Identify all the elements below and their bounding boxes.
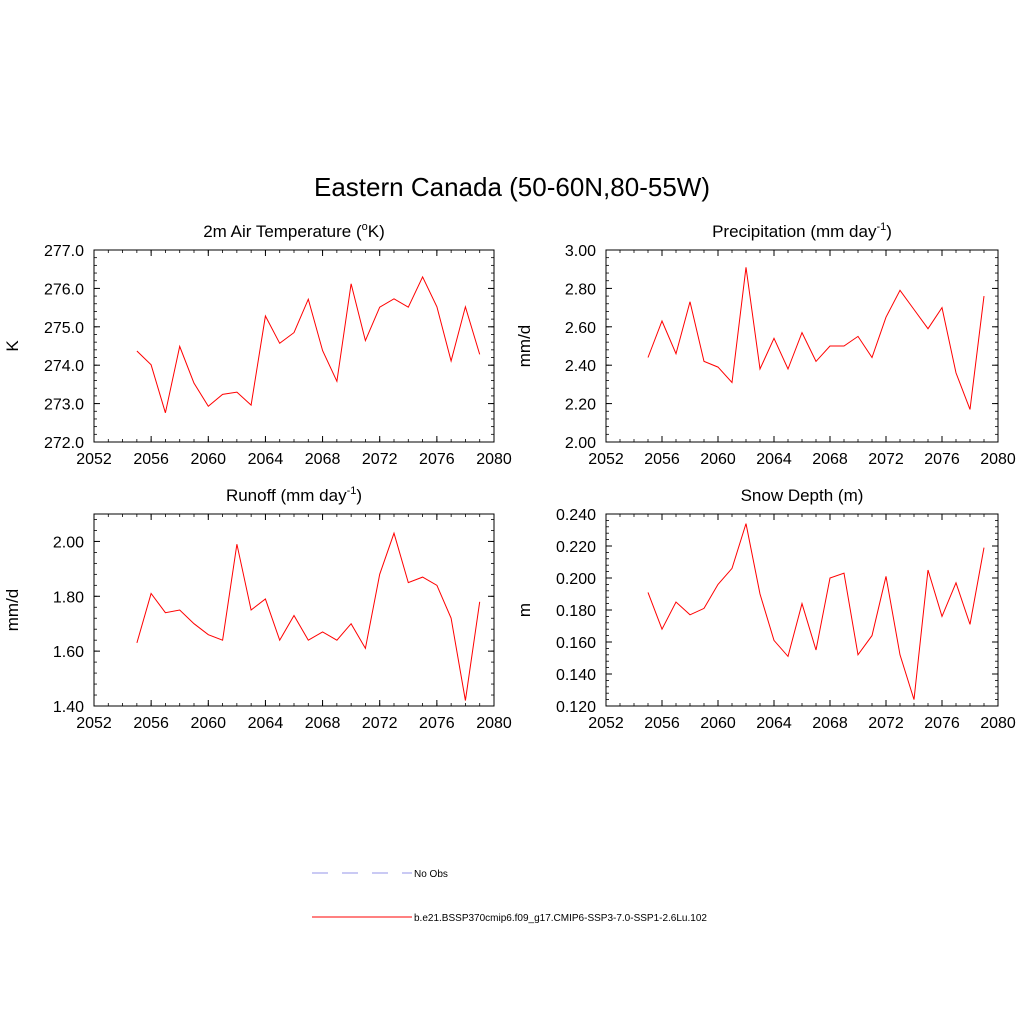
x-tick-label: 2072 bbox=[868, 451, 904, 468]
x-tick-label: 2064 bbox=[756, 715, 792, 732]
y-tick-label: 0.180 bbox=[556, 603, 596, 620]
plot-frame bbox=[93, 249, 495, 443]
y-axis-label: m bbox=[515, 603, 534, 617]
y-tick-label: 0.140 bbox=[556, 667, 596, 684]
x-tick-label: 2076 bbox=[924, 715, 960, 732]
y-tick-label: 2.40 bbox=[565, 358, 596, 375]
y-tick-label: 277.0 bbox=[44, 243, 84, 260]
x-tick-label: 2076 bbox=[924, 451, 960, 468]
y-tick-label: 273.0 bbox=[44, 397, 84, 414]
y-tick-label: 276.0 bbox=[44, 281, 84, 298]
y-axis-label: mm/d bbox=[3, 589, 22, 632]
chart-panel-3: Runoff (mm day-1) mm/d 2052 2056 2060 2064 206… bbox=[3, 485, 512, 732]
panel-title: Snow Depth (m) bbox=[741, 486, 864, 505]
series-line bbox=[647, 523, 985, 700]
x-tick-label: 2080 bbox=[980, 451, 1016, 468]
series-line bbox=[136, 531, 481, 701]
y-tick-label: 0.160 bbox=[556, 635, 596, 652]
x-tick-label: 2072 bbox=[868, 715, 904, 732]
y-tick-label: 275.0 bbox=[44, 320, 84, 337]
y-tick-label: 2.00 bbox=[565, 435, 596, 452]
x-tick-label: 2052 bbox=[588, 715, 624, 732]
y-tick-label: 0.240 bbox=[556, 507, 596, 524]
x-tick-label: 2068 bbox=[812, 451, 848, 468]
y-tick-label: 0.220 bbox=[556, 539, 596, 556]
y-tick-label: 1.80 bbox=[53, 589, 84, 606]
plot-frame bbox=[93, 513, 495, 707]
x-tick-label: 2064 bbox=[248, 715, 284, 732]
chart-panel-1: 2m Air Temperature (oK) K 2052 2056 2060 2064… bbox=[3, 221, 512, 468]
x-tick-label: 2060 bbox=[190, 451, 226, 468]
chart-panel-4: Snow Depth (m) m 2052 2056 2060 2064 2068 2072 2… bbox=[515, 486, 1016, 732]
y-tick-label: 3.00 bbox=[565, 243, 596, 260]
x-tick-label: 2080 bbox=[476, 451, 512, 468]
plot-frame bbox=[605, 249, 999, 443]
x-tick-label: 2076 bbox=[419, 715, 455, 732]
y-axis-label: K bbox=[3, 340, 22, 352]
x-tick-label: 2060 bbox=[700, 715, 736, 732]
panels: 2m Air Temperature (oK) K 2052 2056 2060 2064… bbox=[3, 221, 1016, 732]
x-tick-label: 2052 bbox=[76, 715, 112, 732]
x-tick-label: 2064 bbox=[756, 451, 792, 468]
x-tick-label: 2068 bbox=[305, 451, 341, 468]
x-tick-label: 2056 bbox=[133, 451, 169, 468]
y-tick-label: 2.20 bbox=[565, 397, 596, 414]
y-tick-label: 2.80 bbox=[565, 281, 596, 298]
x-tick-label: 2056 bbox=[644, 715, 680, 732]
panel-title: Precipitation (mm day-1) bbox=[712, 221, 892, 241]
y-tick-label: 274.0 bbox=[44, 358, 84, 375]
y-tick-label: 2.00 bbox=[53, 534, 84, 551]
x-tick-label: 2064 bbox=[248, 451, 284, 468]
y-tick-label: 1.40 bbox=[53, 699, 84, 716]
x-tick-label: 2080 bbox=[980, 715, 1016, 732]
x-tick-label: 2080 bbox=[476, 715, 512, 732]
chart-panel-2: Precipitation (mm day-1) mm/d 2052 2056 2060… bbox=[515, 221, 1016, 468]
x-tick-label: 2068 bbox=[305, 715, 341, 732]
x-tick-label: 2072 bbox=[362, 451, 398, 468]
x-tick-label: 2056 bbox=[644, 451, 680, 468]
figure-title: Eastern Canada (50-60N,80-55W) bbox=[314, 172, 710, 202]
x-tick-label: 2068 bbox=[812, 715, 848, 732]
y-tick-label: 2.60 bbox=[565, 320, 596, 337]
x-tick-label: 2072 bbox=[362, 715, 398, 732]
x-tick-label: 2076 bbox=[419, 451, 455, 468]
x-tick-label: 2060 bbox=[700, 451, 736, 468]
y-tick-label: 0.200 bbox=[556, 571, 596, 588]
x-tick-label: 2052 bbox=[76, 451, 112, 468]
panel-title: Runoff (mm day-1) bbox=[226, 485, 362, 505]
y-axis-label: mm/d bbox=[515, 325, 534, 368]
x-tick-label: 2056 bbox=[133, 715, 169, 732]
legend: No Obs b.e21.BSSP370cmip6.f09_g17.CMIP6-… bbox=[312, 869, 707, 924]
y-tick-label: 272.0 bbox=[44, 435, 84, 452]
x-tick-label: 2060 bbox=[190, 715, 226, 732]
x-tick-label: 2052 bbox=[588, 451, 624, 468]
series-line bbox=[647, 267, 985, 410]
y-tick-label: 1.60 bbox=[53, 644, 84, 661]
y-tick-label: 0.120 bbox=[556, 699, 596, 716]
legend-model-label: b.e21.BSSP370cmip6.f09_g17.CMIP6-SSP3-7.… bbox=[414, 913, 707, 924]
plot-frame bbox=[605, 513, 999, 707]
panel-title: 2m Air Temperature (oK) bbox=[203, 221, 385, 241]
series-line bbox=[136, 275, 481, 413]
legend-no-obs-label: No Obs bbox=[414, 869, 448, 880]
